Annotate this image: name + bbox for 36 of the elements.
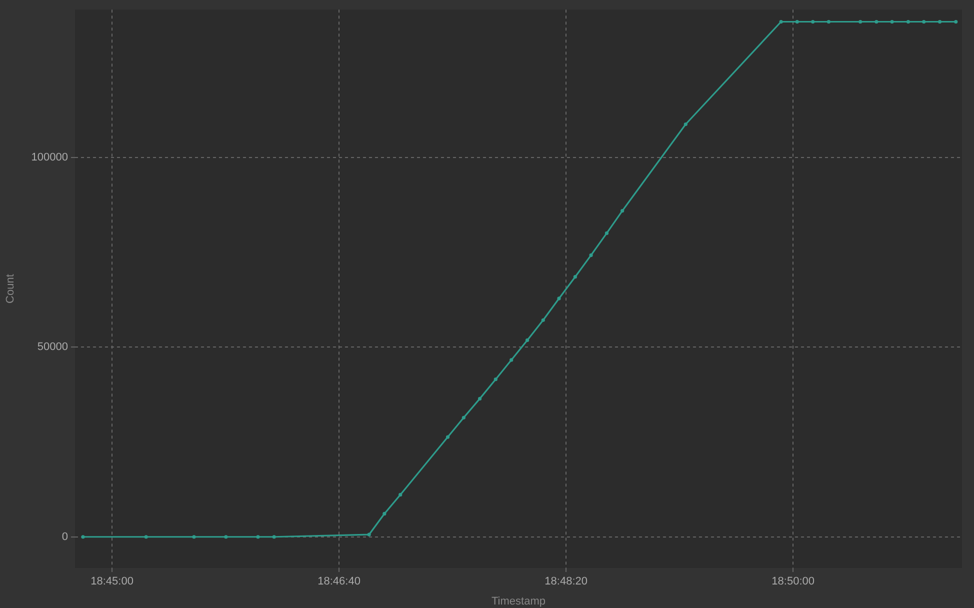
point xyxy=(192,535,196,539)
point xyxy=(367,532,371,536)
point xyxy=(779,20,783,24)
point xyxy=(478,396,482,400)
point xyxy=(462,416,466,420)
point xyxy=(446,435,450,439)
y-tick-label: 0 xyxy=(62,530,68,543)
x-tick-label: 18:50:00 xyxy=(772,576,815,588)
point xyxy=(604,231,609,235)
point xyxy=(954,20,958,24)
point xyxy=(256,535,260,539)
point xyxy=(144,535,148,539)
point xyxy=(573,275,577,279)
point xyxy=(398,492,402,497)
y-tick-label: 50000 xyxy=(37,341,68,354)
point xyxy=(272,535,276,539)
point xyxy=(81,535,85,539)
point xyxy=(906,20,910,24)
point xyxy=(620,208,624,213)
point xyxy=(224,535,228,539)
x-tick-label: 18:46:40 xyxy=(318,576,360,588)
point xyxy=(557,296,561,300)
y-tick-label: 100000 xyxy=(31,151,68,164)
point xyxy=(525,338,530,342)
point xyxy=(938,20,942,24)
point xyxy=(382,512,386,516)
point xyxy=(589,253,593,258)
x-tick-label: 18:48:20 xyxy=(544,576,588,588)
y-axis-title: Count xyxy=(4,274,17,304)
point xyxy=(510,358,514,362)
point xyxy=(494,378,498,382)
x-axis-title: Timestamp xyxy=(492,595,546,608)
point xyxy=(684,122,688,126)
point xyxy=(795,20,799,24)
x-tick-label: 18:45:00 xyxy=(90,576,134,588)
point xyxy=(541,318,545,322)
